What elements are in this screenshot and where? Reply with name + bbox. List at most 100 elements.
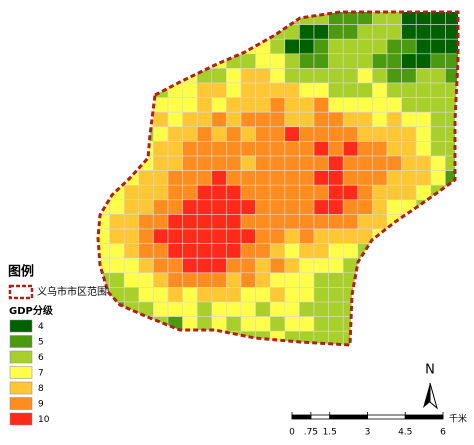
grid-cell <box>386 53 402 69</box>
grid-cell <box>313 170 329 186</box>
scale-segment <box>329 414 368 420</box>
grid-cell <box>386 155 402 171</box>
grid-cell <box>240 228 256 244</box>
grid-cell <box>196 126 213 142</box>
grid-cell <box>415 53 432 69</box>
grid-cell <box>269 53 286 69</box>
grid-cell <box>372 243 388 259</box>
grid-cell <box>342 68 359 84</box>
grid-cell <box>445 243 458 259</box>
grid-cell <box>226 155 242 171</box>
grid-cell <box>445 316 458 332</box>
grid-cell <box>182 228 198 244</box>
grid-cell <box>109 12 125 25</box>
grid-cell <box>357 155 373 171</box>
grid-cell <box>196 272 213 288</box>
grid-cell <box>109 199 125 215</box>
grid-cell <box>182 214 198 230</box>
grid-cell <box>109 24 125 40</box>
grid-cell <box>211 24 227 40</box>
grid-cell <box>269 184 286 201</box>
grid-cell <box>299 287 315 303</box>
grid-cell <box>240 330 256 345</box>
grid-cell <box>386 68 402 84</box>
grid-cell <box>240 12 256 25</box>
grid-cell <box>299 24 315 40</box>
grid-cell <box>445 155 458 171</box>
grid-cell <box>196 24 213 40</box>
scale-tick-label: .75 <box>304 428 318 438</box>
grid-cell <box>313 228 329 244</box>
grid-cell <box>415 257 432 274</box>
grid-cell <box>372 155 388 171</box>
grid-cell <box>123 111 140 128</box>
grid-cell <box>342 24 359 40</box>
grid-cell <box>255 24 271 40</box>
grid-cell <box>109 316 125 332</box>
grid-cell <box>269 243 286 259</box>
grid-cell <box>269 68 286 84</box>
grid-cell <box>196 141 213 157</box>
grid-cell <box>284 330 300 345</box>
grid-cell <box>167 38 183 55</box>
grid-cell <box>284 126 300 142</box>
grid-cell <box>109 301 125 317</box>
grid-cell <box>255 214 271 230</box>
scale-tick-label: 3 <box>365 428 371 438</box>
grid-cell <box>342 214 359 230</box>
grid-cell <box>240 301 256 317</box>
grid-cell <box>98 12 110 25</box>
grid-cell <box>109 330 125 345</box>
grid-cell <box>328 155 344 171</box>
grid-cell <box>240 243 256 259</box>
grid-cell <box>138 199 154 215</box>
grid-cell <box>372 170 388 186</box>
grid-cell <box>211 12 227 25</box>
grid-cell <box>299 257 315 274</box>
grid-cell <box>328 184 344 201</box>
grid-cell <box>153 53 169 69</box>
grid-cell <box>138 243 154 259</box>
grid-cell <box>328 287 344 303</box>
grid-cell <box>430 301 446 317</box>
grid-cell <box>328 316 344 332</box>
grid-cell <box>372 111 388 128</box>
grid-cell <box>98 214 110 230</box>
grid-cell <box>386 316 402 332</box>
grid-cell <box>196 199 213 215</box>
grid-cell <box>98 38 110 55</box>
grid-cell <box>182 141 198 157</box>
grid-cell <box>226 24 242 40</box>
grid-cell <box>342 155 359 171</box>
grid-cell <box>182 243 198 259</box>
grid-cell <box>372 199 388 215</box>
grid-cell <box>153 126 169 142</box>
grid-cell <box>255 184 271 201</box>
grid-cell <box>138 257 154 274</box>
grid-cell <box>328 141 344 157</box>
grid-cell <box>167 243 183 259</box>
legend-title: 图例 <box>8 264 34 280</box>
grid-cell <box>138 184 154 201</box>
grid-cell <box>415 272 432 288</box>
grid-cell <box>284 214 300 230</box>
grid-cell <box>357 170 373 186</box>
grid-cell <box>269 38 286 55</box>
grid-cell <box>445 228 458 244</box>
grid-cell <box>226 199 242 215</box>
grid-cell <box>255 170 271 186</box>
legend-label: 10 <box>38 415 50 425</box>
grid-cell <box>328 24 344 40</box>
grid-cell <box>240 155 256 171</box>
grid-cell <box>372 184 388 201</box>
grid-cell <box>357 38 373 55</box>
grid-cell <box>226 257 242 274</box>
grid-cell <box>182 12 198 25</box>
grid-cell <box>123 97 140 113</box>
legend-swatch <box>9 350 33 364</box>
grid-cell <box>357 214 373 230</box>
grid-cell <box>357 287 373 303</box>
grid-cell <box>299 272 315 288</box>
grid-cell <box>328 68 344 84</box>
